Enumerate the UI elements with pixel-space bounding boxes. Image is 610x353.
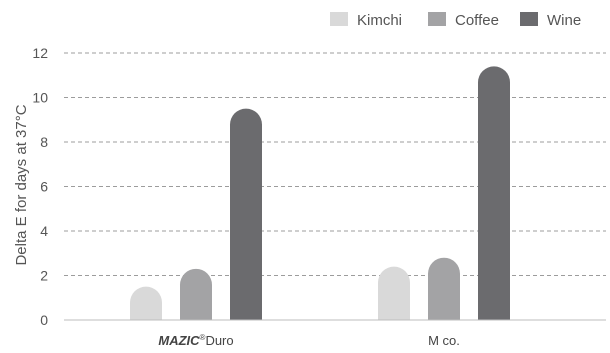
legend-label-kimchi: Kimchi xyxy=(357,12,402,29)
bar-coffee-1 xyxy=(180,268,212,320)
legend-swatch-kimchi xyxy=(330,12,348,26)
y-axis-ticks: 0 2 4 6 8 10 12 xyxy=(32,45,48,328)
y-tick-label: 0 xyxy=(40,312,48,328)
bar-kimchi-1 xyxy=(130,286,162,320)
legend-label-coffee: Coffee xyxy=(455,12,499,29)
legend-swatch-wine xyxy=(520,12,538,26)
bars xyxy=(130,66,510,320)
category-labels: MAZIC®Duro M co. xyxy=(158,333,460,348)
legend: Kimchi Coffee Wine xyxy=(330,12,581,29)
bar-wine-1 xyxy=(230,108,262,320)
bar-wine-2 xyxy=(478,66,510,320)
y-tick-label: 10 xyxy=(32,90,48,106)
bar-kimchi-2 xyxy=(378,266,410,320)
y-tick-label: 6 xyxy=(40,179,48,195)
bar-coffee-2 xyxy=(428,257,460,320)
x-tick-label: M co. xyxy=(428,333,460,348)
gridlines xyxy=(64,52,606,276)
y-tick-label: 8 xyxy=(40,134,48,150)
y-tick-label: 12 xyxy=(32,45,48,61)
legend-swatch-coffee xyxy=(428,12,446,26)
y-tick-label: 2 xyxy=(40,268,48,284)
x-tick-label: MAZIC®Duro xyxy=(158,333,233,348)
y-tick-label: 4 xyxy=(40,223,48,239)
y-axis-title: Delta E for days at 37°C xyxy=(13,104,30,265)
legend-label-wine: Wine xyxy=(547,12,581,29)
